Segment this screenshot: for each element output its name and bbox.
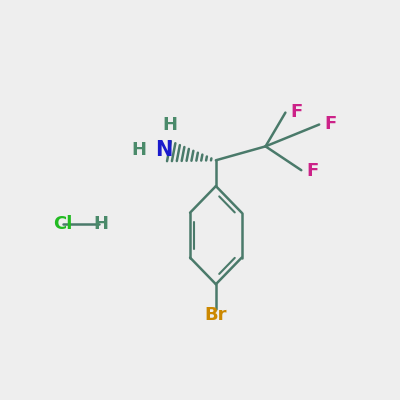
Text: F: F [306, 162, 318, 180]
Text: H: H [163, 116, 178, 134]
Text: Cl: Cl [53, 215, 73, 233]
Text: H: H [131, 141, 146, 159]
Text: N: N [156, 140, 173, 160]
Text: H: H [93, 215, 108, 233]
Text: F: F [324, 115, 336, 133]
Text: F: F [290, 103, 303, 121]
Text: Br: Br [205, 306, 227, 324]
